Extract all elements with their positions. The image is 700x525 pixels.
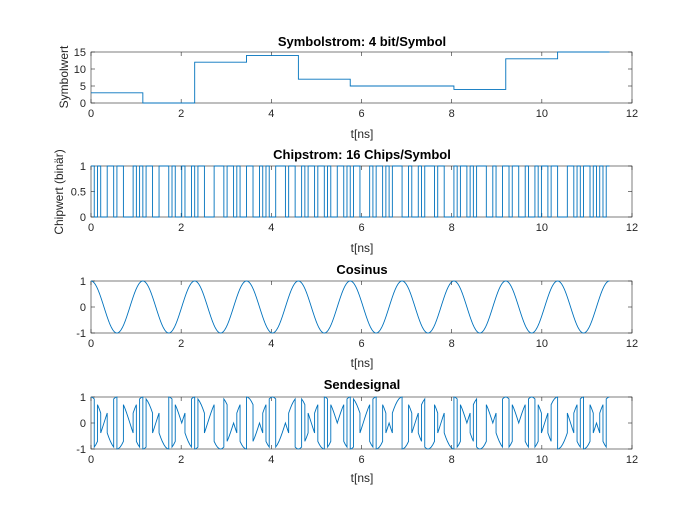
- chart-panel-symbolstrom: Symbolstrom: 4 bit/Symbol t[ns] Symbolwe…: [57, 34, 638, 141]
- y-tick-label: -1: [76, 328, 86, 340]
- y-tick-label: -1: [76, 444, 86, 456]
- x-tick-label: 0: [88, 108, 94, 120]
- x-axis-label: t[ns]: [351, 471, 374, 485]
- x-tick-label: 6: [358, 454, 364, 466]
- chart-title: Sendesignal: [324, 377, 401, 392]
- y-tick-label: 5: [80, 81, 86, 93]
- y-tick-label: 0.5: [71, 187, 86, 199]
- x-tick-label: 10: [536, 338, 548, 350]
- series-line-cosinus: [90, 280, 610, 334]
- x-tick-label: 12: [626, 108, 638, 120]
- x-tick-label: 2: [178, 338, 184, 350]
- x-tick-label: 6: [358, 108, 364, 120]
- x-axis-label: t[ns]: [351, 127, 374, 141]
- x-axis-label: t[ns]: [351, 356, 374, 370]
- y-tick-label: 1: [80, 276, 86, 288]
- y-axis-label: Chipwert (binär): [52, 149, 66, 234]
- x-tick-label: 8: [449, 338, 455, 350]
- axes-frame: [90, 280, 633, 334]
- x-tick-label: 8: [449, 108, 455, 120]
- x-tick-label: 4: [268, 108, 274, 120]
- x-tick-label: 10: [536, 454, 548, 466]
- y-tick-label: 0: [80, 98, 86, 110]
- x-tick-label: 0: [88, 454, 94, 466]
- chart-title: Chipstrom: 16 Chips/Symbol: [273, 147, 451, 162]
- chart-panel-cosinus: Cosinus t[ns] 0 2 4 6 8 10 12-101: [76, 262, 638, 370]
- series-line-chipwert: [91, 165, 610, 218]
- x-tick-label: 12: [626, 338, 638, 350]
- y-tick-label: 1: [80, 161, 86, 173]
- x-tick-label: 12: [626, 222, 638, 234]
- y-tick-label: 0: [80, 212, 86, 224]
- chart-title: Cosinus: [336, 262, 387, 277]
- x-axis-label: t[ns]: [351, 241, 374, 255]
- y-tick-label: 1: [80, 392, 86, 404]
- x-tick-label: 0: [88, 222, 94, 234]
- y-axis-label: Symbolwert: [57, 45, 71, 108]
- x-tick-label: 2: [178, 108, 184, 120]
- axes-frame: [90, 51, 633, 104]
- x-tick-label: 2: [178, 222, 184, 234]
- x-tick-label: 12: [626, 454, 638, 466]
- x-tick-label: 2: [178, 454, 184, 466]
- x-tick-label: 4: [268, 222, 274, 234]
- x-tick-label: 8: [449, 222, 455, 234]
- chart-panel-chipstrom: Chipstrom: 16 Chips/Symbol t[ns] Chipwer…: [52, 147, 638, 255]
- chart-title: Symbolstrom: 4 bit/Symbol: [278, 34, 446, 49]
- x-tick-label: 10: [536, 108, 548, 120]
- x-tick-label: 10: [536, 222, 548, 234]
- x-tick-label: 6: [358, 222, 364, 234]
- x-tick-label: 4: [268, 454, 274, 466]
- chart-panel-sendesignal: Sendesignal t[ns] 0 2 4 6 8 10 12-101: [76, 377, 638, 485]
- series-line-sendesignal: [90, 396, 610, 450]
- y-tick-label: 0: [80, 418, 86, 430]
- series-line-symbolwert: [91, 51, 610, 104]
- x-tick-label: 0: [88, 338, 94, 350]
- x-tick-label: 8: [449, 454, 455, 466]
- y-tick-label: 15: [74, 47, 86, 59]
- x-tick-label: 6: [358, 338, 364, 350]
- y-tick-label: 0: [80, 302, 86, 314]
- y-tick-label: 10: [74, 64, 86, 76]
- x-tick-label: 4: [268, 338, 274, 350]
